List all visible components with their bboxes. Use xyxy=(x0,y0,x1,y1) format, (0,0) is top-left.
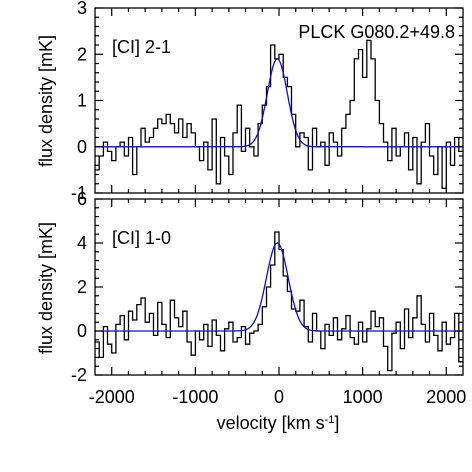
x-tick-labels: -2000 -1000 0 1000 2000 xyxy=(89,387,467,407)
ci-1-0-spectrum-step xyxy=(95,231,463,372)
ci-1-0-y-tick-labels: -2 0 2 4 6 xyxy=(71,189,87,385)
y-tick-label: -1 xyxy=(71,183,87,203)
y-tick-label: 2 xyxy=(77,44,87,64)
panel-ci-2-1: -1 0 1 2 3 [CI] 2-1 PLCK G080.2+49.8 flux de… xyxy=(36,0,464,203)
y-tick-label: 0 xyxy=(77,321,87,341)
x-tick-label: -1000 xyxy=(172,387,218,407)
y-tick-label: 3 xyxy=(77,0,87,18)
ci-1-0-ticks xyxy=(95,198,463,376)
ci-2-1-y-axis-title: flux density [mK] xyxy=(36,35,56,167)
x-axis-title: velocity [km s-1] xyxy=(217,413,340,433)
y-tick-label: 0 xyxy=(77,137,87,157)
ci-1-0-plot-frame xyxy=(94,198,464,376)
x-tick-label: 2000 xyxy=(426,387,466,407)
y-tick-label: -2 xyxy=(71,365,87,385)
ci-1-0-gaussian-fit xyxy=(95,242,463,332)
x-tick-label: 1000 xyxy=(343,387,383,407)
panel-ci-1-0: -2 0 2 4 6 -2000 -1000 0 1000 2000 [CI] 1-0 flux… xyxy=(36,189,466,433)
ci-2-1-panel-label: [CI] 2-1 xyxy=(112,37,171,57)
x-tick-label: 0 xyxy=(274,387,284,407)
ci-1-0-panel-label: [CI] 1-0 xyxy=(112,228,171,248)
y-tick-label: 1 xyxy=(77,91,87,111)
ci-1-0-y-axis-title: flux density [mK] xyxy=(36,222,56,354)
ci-2-1-y-tick-labels: -1 0 1 2 3 xyxy=(71,0,87,203)
y-tick-label: 2 xyxy=(77,277,87,297)
source-title: PLCK G080.2+49.8 xyxy=(298,22,455,42)
ci-2-1-ticks xyxy=(95,7,463,194)
ci-2-1-spectrum-step xyxy=(95,39,463,190)
ci-2-1-gaussian-fit xyxy=(95,58,463,148)
y-tick-label: 4 xyxy=(77,233,87,253)
x-tick-label: -2000 xyxy=(89,387,135,407)
y-tick-label: 6 xyxy=(77,189,87,209)
